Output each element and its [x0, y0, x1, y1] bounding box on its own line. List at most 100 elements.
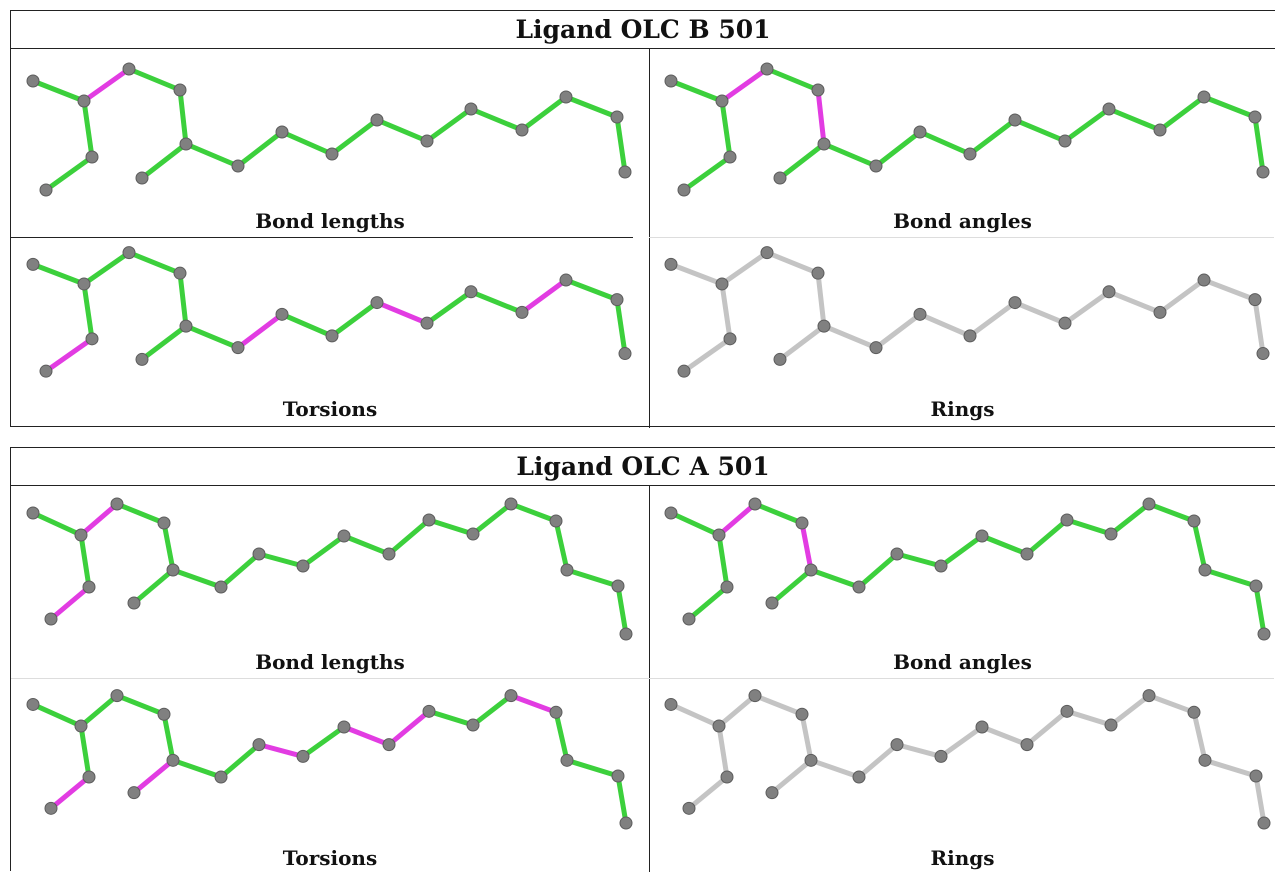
- atom: [135, 352, 149, 366]
- atom: [804, 753, 818, 767]
- highlighted-bond: [81, 66, 132, 104]
- atom: [1104, 527, 1118, 541]
- atom: [610, 293, 624, 307]
- atom: [382, 738, 396, 752]
- bond: [681, 154, 733, 193]
- panel-divider-horizontal: [11, 237, 633, 238]
- atom: [26, 74, 40, 88]
- atom: [715, 94, 729, 108]
- atom: [748, 497, 762, 511]
- bond: [114, 501, 167, 526]
- atom: [559, 90, 573, 104]
- bond: [821, 141, 879, 169]
- bond: [139, 323, 189, 362]
- atom: [173, 83, 187, 97]
- atom: [677, 364, 691, 378]
- bond: [553, 518, 570, 573]
- atom: [1142, 689, 1156, 703]
- bond: [329, 300, 380, 339]
- atom: [110, 497, 124, 511]
- atom: [214, 770, 228, 784]
- bond: [218, 551, 262, 590]
- atom: [214, 580, 228, 594]
- bond: [426, 708, 476, 728]
- bond: [1146, 693, 1197, 715]
- atom: [464, 102, 478, 116]
- atom: [382, 547, 396, 561]
- bond: [177, 87, 189, 147]
- atom: [913, 307, 927, 321]
- bond: [553, 709, 570, 763]
- atom: [26, 506, 40, 520]
- bond: [615, 583, 629, 637]
- atom: [934, 749, 948, 763]
- molecule-rings: [664, 246, 1270, 378]
- bond: [967, 117, 1018, 157]
- atom: [817, 137, 831, 151]
- highlighted-bond: [48, 584, 92, 622]
- atom: [325, 147, 339, 161]
- highlighted-bond: [131, 757, 176, 796]
- bond: [615, 773, 629, 826]
- caption-torsions: Torsions: [282, 397, 378, 421]
- bond: [1157, 277, 1207, 315]
- atom: [760, 62, 774, 76]
- highlighted-bond: [78, 501, 120, 538]
- atom: [1197, 273, 1211, 287]
- bond: [967, 300, 1018, 339]
- atom: [135, 171, 149, 185]
- atom: [765, 596, 779, 610]
- bond: [1201, 94, 1258, 120]
- atom: [1248, 110, 1262, 124]
- atom: [1198, 753, 1212, 767]
- atom: [664, 506, 678, 520]
- bond: [81, 98, 95, 160]
- bond: [1106, 106, 1163, 133]
- bond: [894, 742, 944, 759]
- bond: [1012, 300, 1068, 326]
- bond: [470, 693, 514, 728]
- atom: [1249, 769, 1263, 783]
- bond: [938, 724, 985, 759]
- atom: [85, 332, 99, 346]
- atom: [1020, 738, 1034, 752]
- atom: [1008, 296, 1022, 310]
- atom: [325, 329, 339, 343]
- highlighted-bond: [716, 501, 758, 538]
- atom: [127, 596, 141, 610]
- ligand-table-olc-b-501: Ligand OLC B 501 Bond lengths Bond angle…: [10, 10, 1275, 428]
- bond: [1191, 518, 1208, 573]
- atom: [1058, 134, 1072, 148]
- bond: [30, 261, 87, 287]
- caption-bond-angles: Bond angles: [893, 650, 1032, 674]
- atom: [252, 547, 266, 561]
- bond: [719, 98, 733, 160]
- atom: [157, 707, 171, 721]
- atom: [157, 516, 171, 530]
- bond: [799, 711, 814, 763]
- bond: [1106, 289, 1163, 315]
- caption-torsions: Torsions: [282, 846, 378, 870]
- atom: [811, 266, 825, 280]
- bond: [764, 66, 821, 93]
- atom: [420, 316, 434, 330]
- atom: [110, 689, 124, 703]
- highlighted-bond: [43, 336, 95, 374]
- atom: [549, 705, 563, 719]
- bond: [716, 723, 730, 780]
- atom: [1249, 579, 1263, 593]
- caption-bond-lengths: Bond lengths: [255, 650, 405, 674]
- atom: [122, 62, 136, 76]
- atom: [611, 769, 625, 783]
- bond: [815, 270, 827, 329]
- bond: [81, 250, 132, 287]
- atom: [275, 307, 289, 321]
- atom: [85, 150, 99, 164]
- bond: [139, 141, 189, 181]
- bond: [468, 106, 525, 133]
- atom: [1153, 123, 1167, 137]
- atom: [466, 718, 480, 732]
- atom: [26, 697, 40, 711]
- bond: [873, 311, 923, 351]
- atom: [619, 816, 633, 830]
